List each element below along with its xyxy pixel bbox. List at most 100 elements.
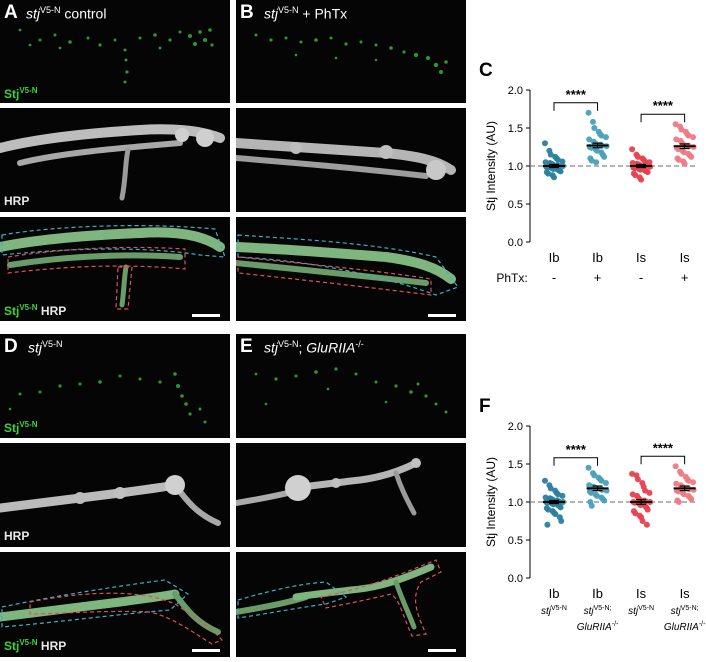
- y-tick-label: 1.0: [508, 161, 523, 173]
- phtx-value: +: [594, 270, 602, 285]
- panel-d-title-gene: stj: [28, 339, 42, 356]
- y-tick-label: 2.0: [508, 85, 523, 97]
- panel-b-title: stjV5-N + PhTx: [264, 5, 347, 22]
- panel-letter-b: B: [240, 2, 254, 23]
- panel-e-title-gene: stj: [264, 339, 278, 356]
- stj-puncta-b: [254, 33, 448, 74]
- data-point: [586, 136, 593, 143]
- data-point: [552, 511, 559, 518]
- panel-e-title: stjV5-N; GluRIIA-/-: [264, 339, 364, 356]
- channel-label-merge: StjV5-N HRP: [4, 303, 66, 318]
- data-point: [558, 518, 565, 524]
- channel-stj-text: Stj: [4, 421, 20, 435]
- panel-letter-f: F: [479, 396, 491, 417]
- panel-a-title-sup: V5-N: [40, 5, 61, 15]
- stj-puncta-a: [18, 28, 214, 84]
- category-label: Ib: [592, 250, 603, 265]
- panel-e-title-sup: V5-N: [278, 339, 299, 349]
- data-point: [551, 174, 557, 181]
- data-point: [547, 151, 554, 158]
- data-point: [642, 487, 649, 494]
- data-point: [690, 134, 697, 141]
- data-point: [544, 521, 551, 528]
- y-tick-label: 1.0: [508, 497, 523, 509]
- hrp-neuron-a: [0, 124, 225, 201]
- genotype-label: stjV5-N;: [584, 605, 612, 617]
- data-point: [598, 477, 605, 484]
- panel-letter-d: D: [4, 336, 18, 357]
- stj-puncta-d: [8, 372, 207, 424]
- data-point: [601, 153, 608, 160]
- merge-stj-text: Stj: [4, 304, 20, 318]
- data-point: [559, 158, 566, 165]
- data-point: [678, 126, 685, 133]
- data-point: [678, 470, 685, 477]
- panel-d-title: stjV5-N: [28, 339, 63, 356]
- data-point: [643, 521, 650, 528]
- data-point: [588, 502, 595, 509]
- phtx-value: -: [639, 270, 643, 285]
- data-point: [632, 510, 639, 517]
- data-point: [688, 495, 695, 502]
- data-point: [681, 160, 688, 167]
- panel-b-stj-image: B stjV5-N + PhTx: [236, 0, 466, 103]
- category-label: Ib: [592, 586, 603, 601]
- panel-e-title-sup2: -/-: [355, 339, 364, 349]
- channel-label-hrp: HRP: [4, 529, 30, 543]
- panel-a-hrp-image: HRP: [0, 108, 230, 212]
- hrp-neuron-e: [236, 458, 421, 516]
- significance-bracket: [640, 455, 686, 465]
- phtx-row-label: PhTx:: [496, 271, 527, 285]
- merge-a: [0, 225, 226, 310]
- panel-d-title-sup: V5-N: [42, 339, 63, 349]
- data-point: [585, 109, 592, 116]
- significance-label: ****: [566, 442, 587, 457]
- data-point: [644, 169, 651, 176]
- significance-bracket: [553, 102, 599, 111]
- data-point: [639, 518, 646, 524]
- y-tick-label: 0.5: [508, 199, 523, 211]
- panel-a-stj-image: A stjV5-N control StjV5-N: [0, 0, 230, 103]
- data-point: [589, 118, 596, 125]
- data-point: [644, 506, 651, 513]
- genotype-label: stjV5-N: [541, 605, 567, 617]
- data-point: [688, 153, 695, 160]
- data-point: [632, 172, 639, 179]
- stj-puncta-e: [254, 367, 448, 414]
- category-label: Ib: [549, 250, 560, 265]
- data-point: [557, 168, 564, 175]
- merge-e: [236, 559, 442, 637]
- panel-d-hrp-image: HRP: [0, 443, 230, 547]
- panel-b-hrp-image: [236, 108, 466, 212]
- data-point: [634, 476, 641, 483]
- channel-label-stj: StjV5-N: [4, 420, 38, 435]
- genotype-label: stjV5-N;: [671, 605, 699, 617]
- data-point: [602, 134, 609, 141]
- panel-e-merge-image: [236, 552, 466, 657]
- genotype-label: stjV5-N: [628, 605, 654, 617]
- y-tick-label: 0.0: [508, 573, 523, 585]
- channel-label-merge: StjV5-N HRP: [4, 638, 66, 653]
- panel-d-merge-image: StjV5-N HRP: [0, 552, 230, 657]
- category-label: Ib: [549, 586, 560, 601]
- panel-b-title-rest: + PhTx: [298, 5, 348, 22]
- data-point: [557, 504, 564, 511]
- merge-stj-sup: V5-N: [19, 303, 38, 312]
- data-point: [672, 463, 679, 470]
- data-point: [646, 159, 653, 166]
- hrp-neuron-b: [236, 138, 456, 180]
- panel-b-title-gene: stj: [264, 5, 278, 22]
- y-tick-label: 1.5: [508, 459, 523, 471]
- panel-letter-e: E: [240, 336, 253, 357]
- data-point: [638, 176, 645, 183]
- merge-d: [0, 579, 224, 645]
- chart-c: 0.0 0.5 1.0 1.5 2.0 Stj Intensity (AU) Ib Ib Is I…: [470, 70, 706, 290]
- data-point: [601, 497, 608, 504]
- channel-stj-sup: V5-N: [19, 86, 38, 95]
- channel-stj-sup: V5-N: [19, 420, 38, 429]
- scale-bar: [428, 314, 456, 317]
- panel-letter-c: C: [479, 60, 493, 81]
- merge-hrp-text: HRP: [40, 639, 67, 653]
- chart-f-svg: 0.0 0.5 1.0 1.5 2.0 Stj Intensity (AU) Ib Ib Is I…: [484, 421, 706, 633]
- phtx-value: -: [552, 270, 556, 285]
